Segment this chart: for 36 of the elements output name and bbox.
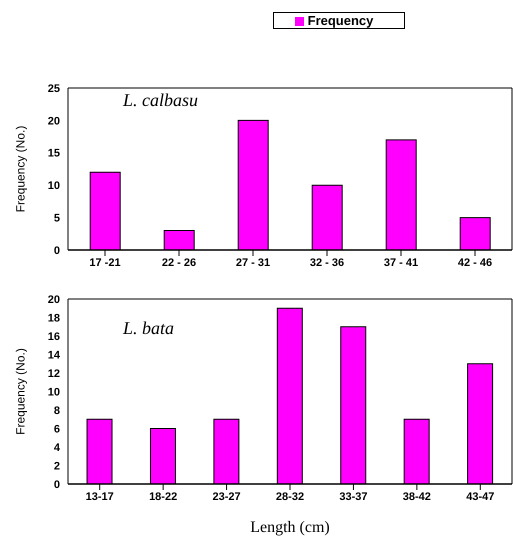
y-tick-label: 8 <box>54 404 60 417</box>
y-tick-label: 4 <box>54 442 61 454</box>
y-axis-title: Frequency (No.) <box>13 126 28 212</box>
x-tick-label: 17 -21 <box>89 256 121 269</box>
annotation: L. bata <box>123 318 174 339</box>
x-axis-title: Length (cm) <box>250 519 330 536</box>
y-tick-label: 12 <box>48 368 60 380</box>
x-tick-label: 43-47 <box>466 490 494 503</box>
x-tick-label: 23-27 <box>212 490 241 503</box>
y-tick-label: 0 <box>54 478 60 491</box>
x-tick-label: 42 - 46 <box>458 256 492 269</box>
x-tick-label: 22 - 26 <box>162 256 196 269</box>
x-tick-label: 33-37 <box>339 490 368 503</box>
x-tick-label: 38-42 <box>402 490 431 503</box>
y-axis-title: Frequency (No.) <box>13 348 28 435</box>
y-tick-label: 0 <box>54 244 60 257</box>
y-tick-label: 6 <box>54 423 60 436</box>
y-tick-label: 18 <box>48 312 60 324</box>
annotation: L. calbasu <box>123 90 198 111</box>
y-tick-label: 5 <box>54 212 60 225</box>
legend-label: Frequency <box>308 13 374 28</box>
y-tick-label: 2 <box>54 460 60 472</box>
y-tick-label: 20 <box>48 115 60 128</box>
y-tick-label: 15 <box>48 148 60 160</box>
x-tick-label: 37 - 41 <box>384 256 418 269</box>
x-tick-label: 18-22 <box>149 490 178 503</box>
y-tick-label: 20 <box>48 294 60 306</box>
y-tick-label: 10 <box>48 180 60 192</box>
x-tick-label: 13-17 <box>86 490 114 503</box>
y-tick-label: 25 <box>48 82 60 95</box>
y-tick-label: 10 <box>48 386 60 398</box>
y-tick-label: 14 <box>48 349 61 362</box>
x-tick-label: 27 - 31 <box>236 256 270 269</box>
x-tick-label: 28-32 <box>276 490 304 503</box>
y-tick-label: 16 <box>48 330 60 343</box>
x-tick-label: 32 - 36 <box>310 256 344 269</box>
